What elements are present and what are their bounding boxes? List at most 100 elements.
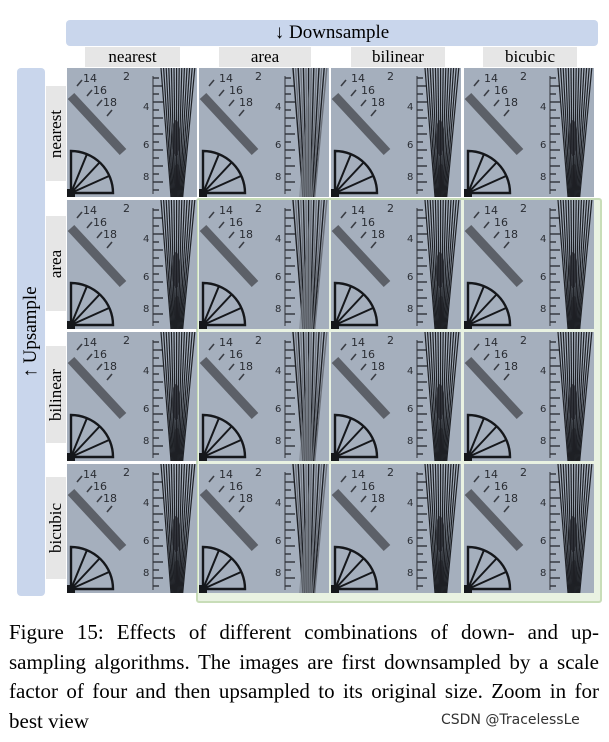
label-16: 16 <box>229 216 243 229</box>
label-2: 2 <box>123 70 130 83</box>
result-image: 14 16 18 2 4 6 8 <box>464 200 594 329</box>
label-14: 14 <box>351 336 365 349</box>
label-4: 4 <box>540 498 546 509</box>
label-14: 14 <box>351 468 365 481</box>
column-label-bicubic: bicubic <box>483 47 577 67</box>
diagonal-bar <box>464 224 524 288</box>
label-16: 16 <box>494 480 508 493</box>
quarter-circle-pattern <box>464 281 512 329</box>
label-8: 8 <box>540 172 546 183</box>
label-4: 4 <box>275 366 281 377</box>
label-4: 4 <box>143 234 149 245</box>
label-4: 4 <box>407 366 413 377</box>
label-14: 14 <box>219 336 233 349</box>
result-image: 14 16 18 2 4 6 8 <box>67 464 197 593</box>
label-18: 18 <box>371 96 385 109</box>
label-16: 16 <box>494 84 508 97</box>
wedge-pattern <box>160 68 196 197</box>
label-14: 14 <box>351 72 365 85</box>
column-label-nearest: nearest <box>85 47 180 67</box>
label-6: 6 <box>275 404 281 415</box>
diagonal-bar <box>67 224 127 288</box>
label-6: 6 <box>407 140 413 151</box>
label-8: 8 <box>407 172 413 183</box>
label-2: 2 <box>123 202 130 215</box>
diagonal-bar <box>199 224 259 288</box>
label-6: 6 <box>143 140 149 151</box>
label-16: 16 <box>93 84 107 97</box>
label-6: 6 <box>540 272 546 283</box>
result-image: 14 16 18 2 4 6 8 <box>67 68 197 197</box>
wedge-pattern <box>424 68 460 197</box>
result-image: 14 16 18 2 4 6 8 <box>464 464 594 593</box>
quarter-circle-pattern <box>67 545 115 593</box>
label-2: 2 <box>387 70 394 83</box>
label-18: 18 <box>239 228 253 241</box>
wedge-pattern <box>557 200 593 329</box>
label-4: 4 <box>540 366 546 377</box>
label-8: 8 <box>407 568 413 579</box>
label-6: 6 <box>275 536 281 547</box>
result-image: 14 16 18 2 4 6 8 <box>331 332 461 461</box>
result-image: 14 16 18 2 4 6 8 <box>199 332 329 461</box>
label-6: 6 <box>143 404 149 415</box>
result-image: 14 16 18 2 4 6 8 <box>199 464 329 593</box>
wedge-pattern <box>160 200 196 329</box>
label-18: 18 <box>239 492 253 505</box>
label-14: 14 <box>219 204 233 217</box>
result-image: 14 16 18 2 4 6 8 <box>331 464 461 593</box>
row-label-area: area <box>46 216 66 311</box>
label-16: 16 <box>361 348 375 361</box>
label-16: 16 <box>494 216 508 229</box>
label-6: 6 <box>407 536 413 547</box>
diagonal-bar <box>67 488 127 552</box>
diagonal-bar <box>199 356 259 420</box>
label-4: 4 <box>407 234 413 245</box>
label-8: 8 <box>275 172 281 183</box>
label-16: 16 <box>361 216 375 229</box>
diagonal-bar <box>199 488 259 552</box>
quarter-circle-pattern <box>199 545 247 593</box>
column-label-bilinear: bilinear <box>351 47 445 67</box>
label-16: 16 <box>361 480 375 493</box>
downsample-axis-label: ↓ Downsample <box>66 20 598 46</box>
figure-caption: Figure 15: Effects of different combinat… <box>9 620 599 733</box>
label-8: 8 <box>275 304 281 315</box>
label-16: 16 <box>93 348 107 361</box>
wedge-pattern <box>292 68 328 197</box>
quarter-circle-pattern <box>199 413 247 461</box>
diagonal-bar <box>331 356 391 420</box>
watermark: CSDN @TracelessLe <box>441 712 580 728</box>
diagonal-bar <box>331 488 391 552</box>
result-image: 14 16 18 2 4 6 8 <box>464 332 594 461</box>
diagonal-bar <box>464 92 524 156</box>
label-16: 16 <box>229 480 243 493</box>
result-image: 14 16 18 2 4 6 8 <box>199 200 329 329</box>
quarter-circle-pattern <box>331 413 379 461</box>
label-14: 14 <box>83 72 97 85</box>
label-18: 18 <box>103 96 117 109</box>
label-18: 18 <box>103 228 117 241</box>
label-4: 4 <box>275 234 281 245</box>
result-image: 14 16 18 2 4 6 8 <box>464 68 594 197</box>
diagonal-bar <box>67 356 127 420</box>
label-4: 4 <box>143 366 149 377</box>
wedge-pattern <box>292 200 328 329</box>
label-16: 16 <box>361 84 375 97</box>
label-8: 8 <box>540 568 546 579</box>
label-8: 8 <box>143 568 149 579</box>
label-6: 6 <box>143 536 149 547</box>
label-18: 18 <box>371 360 385 373</box>
label-14: 14 <box>83 336 97 349</box>
diagonal-bar <box>199 92 259 156</box>
label-18: 18 <box>371 492 385 505</box>
quarter-circle-pattern <box>67 413 115 461</box>
column-label-area: area <box>219 47 311 67</box>
label-6: 6 <box>275 272 281 283</box>
label-14: 14 <box>484 468 498 481</box>
label-2: 2 <box>387 466 394 479</box>
label-2: 2 <box>255 202 262 215</box>
label-4: 4 <box>407 498 413 509</box>
label-2: 2 <box>387 202 394 215</box>
label-4: 4 <box>540 234 546 245</box>
